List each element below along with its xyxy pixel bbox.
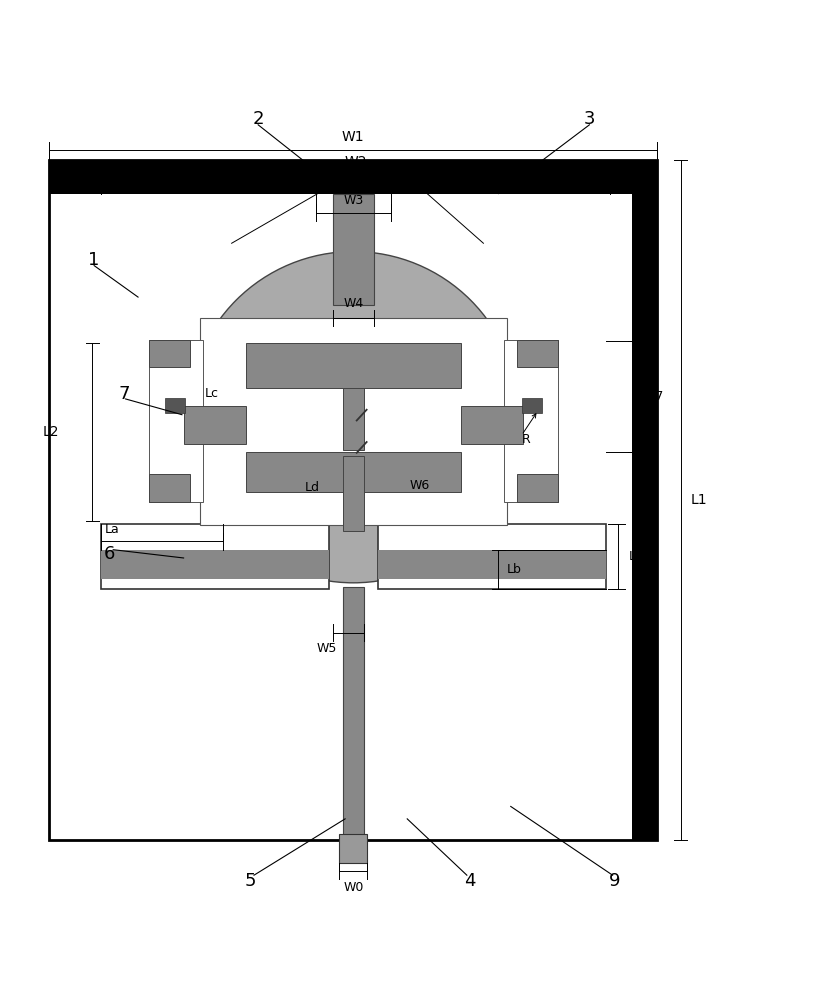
- Text: W2: W2: [344, 155, 366, 169]
- Bar: [339, 834, 367, 863]
- Bar: [517, 474, 558, 502]
- Bar: [342, 456, 364, 531]
- Bar: [246, 452, 461, 492]
- Bar: [522, 398, 542, 413]
- Bar: [101, 550, 328, 579]
- Bar: [101, 524, 328, 589]
- Bar: [149, 474, 190, 502]
- Bar: [461, 406, 524, 444]
- Text: 2: 2: [253, 110, 264, 128]
- Bar: [48, 160, 657, 194]
- Bar: [149, 340, 190, 367]
- Text: 1: 1: [88, 251, 100, 269]
- Bar: [48, 160, 657, 840]
- Text: W3: W3: [343, 194, 363, 207]
- Bar: [632, 160, 657, 840]
- Text: W4: W4: [343, 297, 363, 310]
- Text: W5: W5: [316, 642, 337, 655]
- Bar: [332, 194, 374, 305]
- Bar: [342, 388, 364, 450]
- Bar: [149, 340, 203, 502]
- Text: 6: 6: [103, 545, 115, 563]
- Bar: [504, 340, 558, 502]
- Text: Lb: Lb: [507, 563, 522, 576]
- Text: 5: 5: [244, 872, 256, 890]
- Text: L2: L2: [43, 425, 59, 439]
- Text: La: La: [105, 523, 120, 536]
- Text: R: R: [522, 433, 530, 446]
- Bar: [378, 550, 606, 579]
- Text: W7: W7: [643, 390, 664, 403]
- Circle shape: [188, 252, 519, 583]
- Bar: [200, 318, 507, 525]
- Bar: [342, 587, 364, 835]
- Text: 4: 4: [464, 872, 475, 890]
- Text: 3: 3: [583, 110, 595, 128]
- Text: W0: W0: [343, 881, 364, 894]
- Bar: [378, 524, 606, 589]
- Bar: [246, 343, 461, 388]
- Text: 7: 7: [118, 385, 130, 403]
- Bar: [184, 406, 246, 444]
- Bar: [517, 340, 558, 367]
- Text: L1: L1: [691, 493, 707, 507]
- Text: L3: L3: [628, 550, 643, 563]
- Text: Lc: Lc: [204, 387, 219, 400]
- Text: 9: 9: [608, 872, 620, 890]
- Bar: [165, 398, 185, 413]
- Text: W1: W1: [342, 130, 364, 144]
- Text: W6: W6: [410, 479, 430, 492]
- Text: Ld: Ld: [304, 481, 319, 494]
